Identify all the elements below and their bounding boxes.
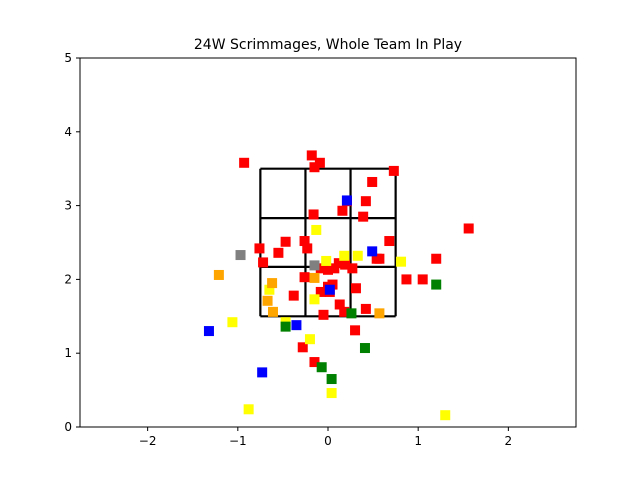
data-point-2-8 (227, 317, 238, 328)
data-point-3-2 (309, 272, 320, 283)
data-point-0-1 (306, 150, 317, 161)
data-point-0-8 (308, 209, 319, 220)
data-point-1-2 (324, 284, 335, 295)
data-point-0-28 (299, 272, 310, 283)
data-point-4-1 (346, 308, 357, 319)
data-point-0-26 (323, 264, 333, 275)
y-tick-label-0: 0 (64, 420, 72, 434)
data-point-0-43 (309, 357, 320, 368)
data-point-0-12 (254, 243, 265, 254)
chart-title: 24W Scrimmages, Whole Team In Play (194, 37, 462, 53)
data-point-3-3 (262, 295, 273, 306)
data-point-0-2 (314, 157, 325, 168)
y-tick-label-2: 2 (64, 272, 72, 286)
data-point-0-18 (258, 257, 269, 268)
data-point-2-0 (311, 224, 322, 235)
data-point-0-41 (350, 325, 361, 336)
data-point-0-17 (273, 247, 284, 258)
data-point-0-20 (374, 253, 385, 264)
data-point-5-0 (235, 250, 246, 261)
data-point-0-39 (360, 303, 371, 314)
data-point-1-4 (203, 326, 214, 337)
data-point-0-15 (302, 243, 313, 254)
data-point-0-5 (388, 165, 399, 176)
data-point-2-4 (396, 256, 407, 267)
data-point-2-9 (304, 334, 315, 345)
data-point-1-1 (367, 246, 378, 257)
data-point-2-10 (326, 388, 337, 399)
data-point-0-11 (463, 223, 474, 234)
data-point-0-35 (327, 279, 338, 290)
data-point-1-5 (257, 367, 268, 378)
data-point-4-2 (280, 321, 291, 332)
data-point-2-1 (339, 250, 350, 261)
x-tick-label-2: 0 (324, 434, 332, 448)
data-point-5-1 (309, 260, 320, 271)
data-point-0-25 (315, 263, 326, 274)
x-tick-label-3: 1 (414, 434, 422, 448)
data-point-4-4 (316, 362, 327, 373)
x-tick-label-0: −2 (139, 434, 157, 448)
data-point-2-6 (309, 294, 320, 305)
data-point-2-12 (243, 404, 254, 415)
data-point-0-13 (280, 236, 291, 247)
data-point-0-30 (417, 274, 428, 285)
data-point-0-37 (334, 299, 345, 310)
y-tick-label-4: 4 (64, 125, 72, 139)
data-point-2-11 (440, 410, 451, 421)
data-point-2-5 (264, 284, 275, 295)
data-point-0-24 (347, 263, 358, 274)
data-point-0-10 (358, 211, 369, 222)
x-tick-label-4: 2 (505, 434, 513, 448)
data-point-4-5 (326, 374, 337, 385)
y-tick-label-1: 1 (64, 346, 72, 360)
data-point-0-31 (288, 290, 299, 301)
plot-area (203, 150, 474, 421)
y-tick-label-5: 5 (64, 51, 72, 65)
data-point-0-36 (350, 283, 361, 294)
data-point-0-4 (367, 176, 378, 187)
data-point-3-4 (267, 306, 278, 317)
data-point-3-1 (267, 278, 278, 289)
data-point-0-21 (431, 253, 442, 264)
axes: −2 −1 0 1 2 0 1 2 3 4 5 (64, 51, 512, 448)
data-point-0-42 (297, 342, 308, 353)
y-tick-label-3: 3 (64, 199, 72, 213)
data-point-2-3 (321, 255, 332, 266)
data-point-0-29 (401, 274, 412, 285)
data-point-4-3 (359, 343, 370, 354)
data-point-0-14 (299, 236, 310, 247)
data-point-0-3 (309, 162, 320, 173)
data-point-0-38 (339, 306, 350, 317)
data-point-4-0 (431, 279, 442, 290)
data-point-0-0 (239, 157, 250, 168)
data-point-0-32 (315, 286, 326, 297)
data-point-0-40 (318, 309, 329, 320)
data-point-1-0 (341, 195, 352, 206)
data-point-0-23 (340, 259, 351, 270)
data-point-1-3 (291, 320, 302, 331)
data-point-2-2 (352, 250, 363, 261)
data-point-0-7 (360, 196, 371, 207)
x-tick-label-1: −1 (229, 434, 247, 448)
data-point-0-9 (337, 205, 348, 216)
data-point-0-22 (333, 258, 344, 269)
data-point-0-27 (329, 263, 340, 274)
data-point-0-16 (384, 236, 395, 247)
data-point-3-0 (213, 269, 224, 280)
data-point-3-5 (374, 308, 385, 319)
